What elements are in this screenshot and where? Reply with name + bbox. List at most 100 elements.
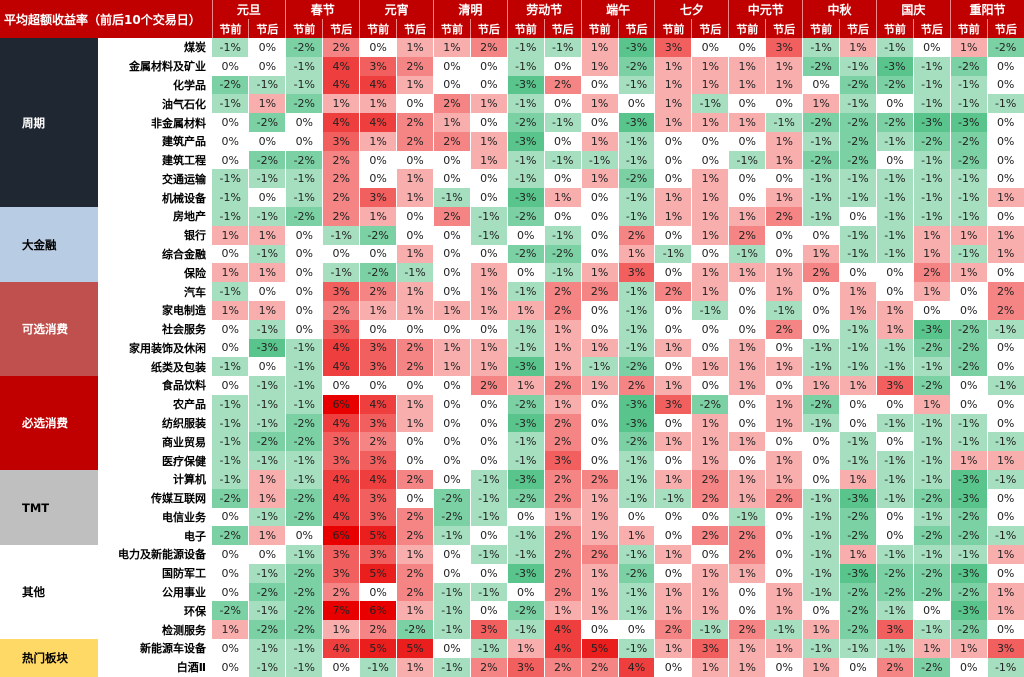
heatmap-cell: 1% [470,150,508,170]
heatmap-cell: -2% [950,338,988,358]
heatmap-cell: 1% [913,225,951,245]
heatmap-cell: -2% [248,113,287,132]
heatmap-cell: 1% [987,545,1024,564]
heatmap-cell: 4% [322,488,361,508]
heatmap-cell: -3% [507,75,545,95]
period-header: 节后 [986,19,1024,38]
heatmap-cell: -3% [618,38,656,57]
heatmap-cell: -1% [876,451,914,470]
heatmap-cell: 1% [581,488,619,508]
heatmap-cell: -1% [544,225,582,245]
heatmap-cell: 2% [544,545,582,564]
heatmap-cell: 0% [212,131,250,151]
table-row: 周期 煤炭 -1% 0% -2% 2% 0% 1% 1% 2% -1% -1% 1% -3% 3% 0% 0% 3… [0,38,1024,208]
heatmap-cell: -3% [913,319,951,339]
heatmap-cell: 2% [544,75,582,95]
heatmap-cell: 0% [876,94,914,114]
heatmap-cell: -1% [507,38,545,57]
heatmap-cell: 0% [728,38,767,57]
heatmap-cell: -1% [802,338,841,358]
heatmap-cell: -1% [839,56,877,76]
table-row: 公用事业 0% -2% -2% 2% 0% 2% -1% -1% 0% 2% 1% -1% 1% 1% 0% 1… [0,582,1024,602]
heatmap-cell: 1% [765,75,804,95]
industry-label: 家电制造 [98,300,213,320]
heatmap-cell: 1% [728,657,767,677]
heatmap-cell: 3% [507,657,545,677]
heatmap-cell: -1% [618,451,656,470]
heatmap-cell: -1% [618,207,656,226]
heatmap-cell: 0% [359,582,398,602]
heatmap-cell: -1% [913,413,951,433]
heatmap-cell: 0% [433,545,471,564]
heatmap-cell: -1% [248,244,287,264]
heatmap-cell: 0% [839,207,877,226]
heatmap-cell: -1% [618,338,656,358]
heatmap-cell: 3% [359,188,398,208]
heatmap-cell: -1% [433,526,471,546]
heatmap-cell: -1% [618,601,656,621]
heatmap-cell: 0% [581,432,619,452]
industry-label: 环保 [98,601,213,621]
heatmap-cell: -2% [507,601,545,621]
heatmap-cell: 4% [359,469,398,489]
heatmap-cell: 0% [950,394,988,414]
heatmap-cell: -3% [839,563,877,583]
heatmap-cell: 1% [728,639,767,658]
heatmap-cell: 3% [654,38,693,57]
heatmap-cell: 1% [581,582,619,602]
heatmap-cell: 0% [691,244,730,264]
heatmap-cell: 3% [322,282,361,301]
heatmap-cell: 0% [618,620,656,639]
heatmap-cell: 2% [359,282,398,301]
heatmap-cell: -2% [987,38,1024,57]
table-row: 家电制造 1% 1% 0% 2% 1% 1% 1% 1% 1% 2% 0% -1% 0% -1% 0% -1% 0… [0,300,1024,320]
heatmap-cell: -1% [987,319,1024,339]
heatmap-cell: 1% [728,563,767,583]
heatmap-cell: -1% [581,150,619,170]
table-row: 保险 1% 1% 0% -1% -2% -1% 0% 1% 0% -1% 1% 3% 0% 1% 1% 1% 2%… [0,263,1024,283]
heatmap-cell: 0% [654,225,693,245]
heatmap-cell: -3% [950,488,988,508]
heatmap-cell: 2% [359,432,398,452]
table-row: 白酒Ⅱ 0% -1% -1% 0% -1% 1% -1% 2% 3% 2% 2% 4% 0% 1% 1% 0% 1… [0,657,1024,677]
heatmap-cell: 1% [212,263,250,283]
heatmap-cell: 1% [396,394,434,414]
heatmap-cell: 1% [802,620,841,639]
heatmap-cell: -1% [802,413,841,433]
heatmap-cell: 4% [322,75,361,95]
heatmap-cell: 1% [728,338,767,358]
heatmap-cell: 1% [470,282,508,301]
table-row: 商业贸易 -1% -2% -2% 3% 2% 0% 0% 0% -1% 2% 0% -2% 1% 1% 1% 0… [0,432,1024,452]
industry-label: 金属材料及矿业 [98,56,213,76]
heatmap-cell: 3% [470,620,508,639]
period-header: 节前 [580,19,619,38]
heatmap-cell: 1% [691,225,730,245]
heatmap-cell: 0% [987,620,1024,639]
heatmap-cell: 1% [765,639,804,658]
heatmap-cell: 4% [322,113,361,132]
industry-label: 油气石化 [98,94,213,114]
heatmap-cell: -1% [618,75,656,95]
heatmap-cell: 0% [728,188,767,208]
heatmap-cell: 1% [987,582,1024,602]
heatmap-cell: -1% [691,94,730,114]
heatmap-cell: 0% [691,150,730,170]
heatmap-cell: -1% [802,488,841,508]
heatmap-cell: 0% [396,207,434,226]
heatmap-cell: 2% [987,300,1024,320]
heatmap-cell: -1% [876,244,914,264]
heatmap-cell: -1% [285,376,324,395]
heatmap-cell: -1% [212,169,250,189]
heatmap-cell: -1% [507,338,545,358]
heatmap-cell: 0% [359,150,398,170]
heatmap-cell: 0% [839,263,877,283]
heatmap-cell: 0% [212,657,250,677]
heatmap-cell: 0% [433,639,471,658]
heatmap-cell: 1% [654,188,693,208]
heatmap-cell: 4% [359,75,398,95]
heatmap-cell: -2% [913,526,951,546]
heatmap-cell: 0% [618,507,656,527]
heatmap-cell: 1% [950,263,988,283]
heatmap-cell: 2% [544,582,582,602]
heatmap-cell: 1% [470,94,508,114]
